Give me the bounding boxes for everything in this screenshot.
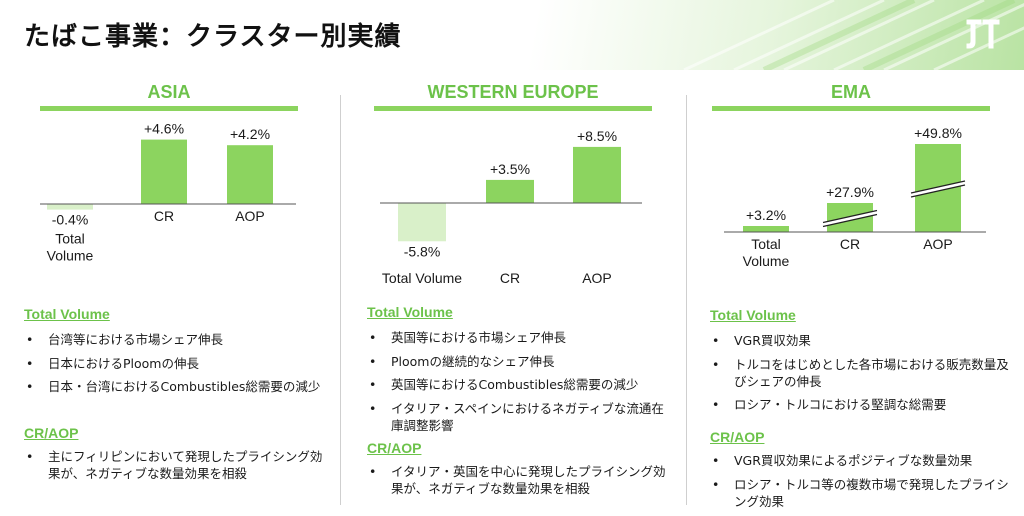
- we-total-volume-heading: Total Volume: [367, 304, 453, 320]
- asia-total-volume-list: 台湾等における市場シェア伸長 日本におけるPloomの伸長 日本・台湾におけるC…: [24, 331, 329, 402]
- cluster-title-asia: ASIA: [147, 82, 191, 102]
- data-label: +3.5%: [490, 161, 530, 177]
- category-label: Total Volume: [382, 270, 462, 286]
- data-label: -0.4%: [52, 212, 89, 228]
- list-item: 主にフィリピンにおいて発現したプライシング効果が、ネガティブな数量効果を相殺: [24, 448, 324, 482]
- bar-aop: [227, 145, 273, 204]
- list-item: トルコをはじめとした各市場における販売数量及びシェアの伸長: [710, 356, 1010, 390]
- asia-cr-aop-list: 主にフィリピンにおいて発現したプライシング効果が、ネガティブな数量効果を相殺: [24, 448, 324, 489]
- list-item: VGR買収効果: [710, 332, 1010, 349]
- list-item: ロシア・トルコ等の複数市場で発現したプライシング効果: [710, 476, 1010, 510]
- category-label: Total Volume: [47, 231, 94, 264]
- header-banner: たばこ事業：クラスター別実績: [0, 0, 1024, 70]
- category-label: CR: [154, 208, 174, 224]
- ema-total-volume-heading: Total Volume: [710, 307, 796, 323]
- cluster-underline-ema: [712, 106, 990, 111]
- ema-total-volume-list: VGR買収効果 トルコをはじめとした各市場における販売数量及びシェアの伸長 ロシ…: [710, 332, 1010, 420]
- bar-total-volume: [398, 203, 446, 242]
- data-label: +27.9%: [826, 184, 874, 200]
- cluster-underline-western-europe: [374, 106, 652, 111]
- we-cr-aop-heading: CR/AOP: [367, 440, 422, 456]
- category-label: Total Volume: [743, 236, 790, 269]
- ema-cr-aop-heading: CR/AOP: [710, 429, 765, 445]
- data-label: +4.2%: [230, 126, 270, 142]
- list-item: イタリア・英国を中心に発現したプライシング効果が、ネガティブな数量効果を相殺: [367, 463, 667, 497]
- list-item: 台湾等における市場シェア伸長: [24, 331, 329, 348]
- chart-ema: +3.2% Total Volume +27.9% CR +49.8% AOP: [724, 125, 986, 269]
- data-label: +49.8%: [914, 125, 962, 141]
- we-cr-aop-list: イタリア・英国を中心に発現したプライシング効果が、ネガティブな数量効果を相殺: [367, 463, 667, 504]
- list-item: VGR買収効果によるポジティブな数量効果: [710, 452, 1010, 469]
- category-label: AOP: [923, 236, 953, 252]
- cluster-title-ema: EMA: [831, 82, 871, 102]
- list-item: 日本・台湾におけるCombustibles総需要の減少: [24, 378, 329, 395]
- data-label: +4.6%: [144, 121, 184, 137]
- list-item: Ploomの継続的なシェア伸長: [367, 353, 667, 370]
- list-item: 英国等における市場シェア伸長: [367, 329, 667, 346]
- category-label: CR: [500, 270, 520, 286]
- axis-break-mark: [822, 209, 878, 228]
- we-total-volume-list: 英国等における市場シェア伸長 Ploomの継続的なシェア伸長 英国等におけるCo…: [367, 329, 667, 440]
- column-divider-1: [340, 95, 341, 505]
- list-item: ロシア・トルコにおける堅調な総需要: [710, 396, 1010, 413]
- list-item: イタリア・スペインにおけるネガティブな流通在庫調整影響: [367, 400, 667, 434]
- category-label: AOP: [235, 208, 265, 224]
- cluster-underline-asia: [40, 106, 298, 111]
- bar-total-volume: [743, 226, 789, 232]
- data-label: +3.2%: [746, 207, 786, 223]
- bar-cr: [486, 179, 534, 203]
- asia-cr-aop-heading: CR/AOP: [24, 425, 79, 441]
- jt-logo-icon: [966, 19, 1000, 49]
- chart-asia: -0.4% Total Volume +4.6% CR +4.2% AOP: [40, 121, 296, 264]
- data-label: -5.8%: [404, 243, 441, 259]
- category-label: AOP: [582, 270, 612, 286]
- chart-western-europe: -5.8% Total Volume +3.5% CR +8.5% AOP: [380, 128, 642, 286]
- asia-total-volume-heading: Total Volume: [24, 306, 110, 322]
- column-divider-2: [686, 95, 687, 505]
- cluster-title-western-europe: WESTERN EUROPE: [427, 82, 599, 102]
- ema-cr-aop-list: VGR買収効果によるポジティブな数量効果 ロシア・トルコ等の複数市場で発現したプ…: [710, 452, 1010, 516]
- bar-cr: [141, 139, 187, 204]
- page-title: たばこ事業：クラスター別実績: [24, 22, 402, 52]
- list-item: 日本におけるPloomの伸長: [24, 355, 329, 372]
- category-label: CR: [840, 236, 860, 252]
- axis-break-mark: [910, 180, 966, 198]
- data-label: +8.5%: [577, 128, 617, 144]
- decorative-stripes: [683, 0, 1024, 70]
- bar-total-volume: [47, 204, 93, 210]
- list-item: 英国等におけるCombustibles総需要の減少: [367, 376, 667, 393]
- bar-aop: [573, 146, 621, 203]
